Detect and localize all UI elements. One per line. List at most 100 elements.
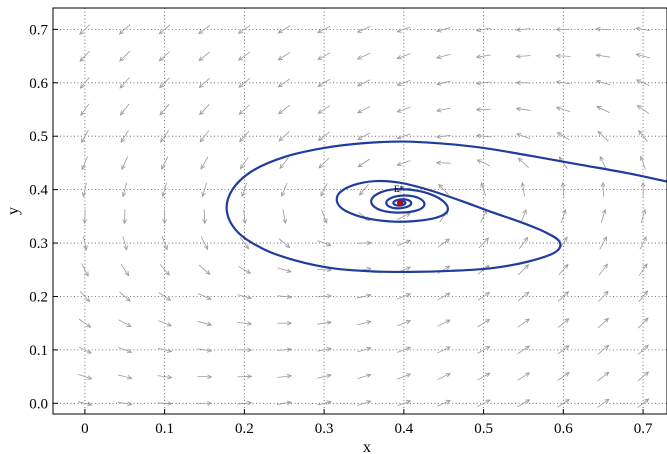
- trajectory-curve: [225, 140, 667, 274]
- field-arrow: [518, 264, 530, 275]
- field-arrow: [277, 373, 293, 379]
- field-arrow: [515, 106, 531, 112]
- field-arrow: [121, 156, 129, 171]
- field-arrow: [161, 236, 168, 251]
- field-arrow: [317, 240, 332, 247]
- x-tick-label: 0.2: [235, 421, 254, 437]
- field-arrow: [237, 51, 251, 61]
- field-arrow: [280, 182, 288, 197]
- field-arrow: [558, 263, 569, 276]
- field-arrow: [80, 129, 89, 144]
- field-arrow: [197, 293, 212, 300]
- field-arrow: [435, 107, 451, 113]
- field-arrow: [517, 157, 529, 169]
- field-arrow: [598, 290, 609, 302]
- field-arrow: [242, 209, 247, 225]
- field-arrow: [82, 209, 88, 225]
- field-arrow: [79, 291, 91, 303]
- field-arrow: [396, 133, 411, 140]
- field-arrow: [595, 79, 611, 86]
- equilibrium-label: E*: [394, 184, 404, 194]
- field-arrow: [437, 346, 451, 354]
- field-arrow: [475, 107, 491, 112]
- field-arrow: [516, 132, 531, 139]
- field-arrow: [237, 374, 253, 379]
- field-arrow: [118, 347, 133, 354]
- plot-frame: [52, 7, 667, 415]
- field-arrow: [639, 235, 647, 250]
- field-arrow: [635, 26, 651, 32]
- axis-ticks: 0 0.1 0.2 0.3 0.4 0.5 0.6 0.7 0.0 0.1 0.2 0.3 0.4 0.5…: [29, 22, 653, 437]
- field-arrow: [357, 320, 372, 326]
- field-arrow: [517, 372, 531, 381]
- field-arrow: [317, 293, 333, 299]
- field-arrow: [158, 51, 171, 62]
- field-arrow: [198, 24, 211, 35]
- field-arrow: [517, 345, 531, 355]
- field-arrow: [277, 25, 291, 34]
- field-arrow: [477, 292, 491, 301]
- field-arrow: [356, 52, 371, 60]
- field-arrow: [120, 263, 130, 277]
- direction-field: [77, 24, 651, 408]
- x-tick-label: 0.4: [394, 421, 413, 437]
- field-arrow: [157, 320, 172, 327]
- field-arrow: [397, 400, 412, 407]
- field-arrow: [121, 182, 127, 198]
- field-arrow: [598, 263, 609, 276]
- field-arrow: [238, 104, 250, 115]
- y-tick-label: 0.1: [29, 343, 48, 359]
- field-arrow: [636, 104, 650, 114]
- field-arrow: [317, 400, 332, 406]
- field-arrow: [81, 182, 87, 198]
- field-arrow: [202, 209, 207, 225]
- field-arrow: [597, 317, 610, 329]
- field-arrow: [436, 53, 451, 60]
- field-arrow: [396, 80, 411, 87]
- field-arrow: [595, 53, 611, 58]
- y-axis-label: y: [5, 207, 22, 215]
- field-arrow: [356, 79, 371, 87]
- field-arrow: [635, 53, 650, 59]
- field-arrow: [279, 157, 289, 170]
- y-tick-label: 0.4: [29, 183, 48, 199]
- field-arrow: [317, 131, 330, 141]
- field-arrow: [117, 401, 133, 407]
- field-arrow: [515, 53, 531, 59]
- field-arrow: [317, 347, 332, 352]
- field-arrow: [119, 291, 131, 302]
- field-arrow: [197, 321, 213, 327]
- field-arrow: [595, 26, 611, 32]
- field-arrow: [597, 398, 610, 408]
- field-arrow: [358, 183, 369, 196]
- field-arrow: [197, 400, 213, 406]
- field-arrow: [557, 345, 570, 355]
- field-arrow: [198, 51, 211, 62]
- field-arrow: [477, 345, 491, 354]
- x-axis-label: x: [363, 439, 371, 454]
- field-arrow: [515, 27, 531, 33]
- y-tick-label: 0.3: [29, 236, 48, 252]
- field-arrow: [518, 236, 529, 249]
- field-arrow: [119, 103, 130, 116]
- field-arrow: [240, 156, 249, 170]
- field-arrow: [79, 24, 91, 35]
- field-arrow: [238, 265, 252, 274]
- field-arrow: [161, 156, 169, 170]
- field-arrow: [515, 80, 531, 86]
- field-arrow: [557, 372, 570, 381]
- field-arrow: [397, 373, 412, 380]
- field-arrow: [397, 346, 412, 353]
- field-arrow: [437, 373, 451, 380]
- field-arrow: [638, 263, 648, 276]
- field-arrow: [635, 79, 650, 86]
- y-tick-label: 0.5: [29, 129, 48, 145]
- field-arrow: [557, 318, 570, 328]
- field-arrow: [237, 25, 251, 34]
- field-arrow: [278, 104, 290, 115]
- field-arrow: [201, 182, 207, 198]
- field-arrow: [396, 106, 411, 113]
- field-arrow: [357, 132, 371, 141]
- field-arrow: [237, 294, 253, 300]
